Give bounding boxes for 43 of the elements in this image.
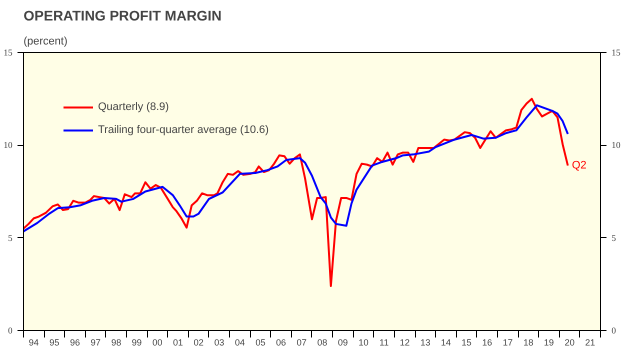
x-tick-label: 01 [173,338,184,348]
x-tick-label: 94 [28,338,39,348]
line-series [24,98,569,288]
chart-title: OPERATING PROFIT MARGIN [24,8,222,24]
y2-tick-label: 5 [612,232,616,243]
x-tick-label: 08 [317,338,328,348]
x-tick-label: 95 [49,338,60,348]
x-tick-label: 97 [90,338,101,348]
x-tick-label: 10 [358,338,368,348]
x-tick-label: 03 [214,338,224,348]
x-tick-label: 21 [585,338,596,348]
line-series [24,104,569,232]
x-tick-label: 14 [440,338,451,348]
x-tick-label: 15 [462,338,472,348]
x-tick-label: 00 [152,338,162,348]
x-tick-label: 02 [194,338,204,348]
y2-tick-label: 10 [612,140,621,150]
x-tick-label: 05 [255,338,266,348]
x-tick-label: 13 [420,338,430,348]
x-tick-label: 12 [400,338,410,348]
x-tick-label: 16 [482,338,492,348]
y-tick-label: 10 [4,140,13,150]
x-tick-label: 98 [111,338,122,348]
x-tick-label: 99 [132,338,142,348]
x-tick-label: 96 [70,338,80,348]
x-tick-label: 18 [523,338,534,348]
x-tick-label: 04 [234,338,245,348]
x-tick-label: 20 [564,338,575,348]
y-tick-label: 15 [4,48,13,58]
legend-label: Quarterly (8.9) [98,101,169,113]
chart-subtitle: (percent) [24,36,68,48]
y-tick-label: 5 [8,232,13,243]
y2-tick-label: 0 [612,326,616,336]
x-tick-label: 19 [544,338,554,348]
y-tick-label: 0 [8,326,13,336]
x-tick-label: 07 [296,338,307,348]
x-tick-label: 11 [379,338,389,348]
x-tick-label: 06 [276,338,286,348]
x-tick-label: 09 [338,338,348,348]
x-tick-label: 17 [502,338,513,348]
legend-label: Trailing four-quarter average (10.6) [98,124,269,136]
annotation: Q2 [572,160,587,172]
y2-tick-label: 15 [612,48,621,58]
